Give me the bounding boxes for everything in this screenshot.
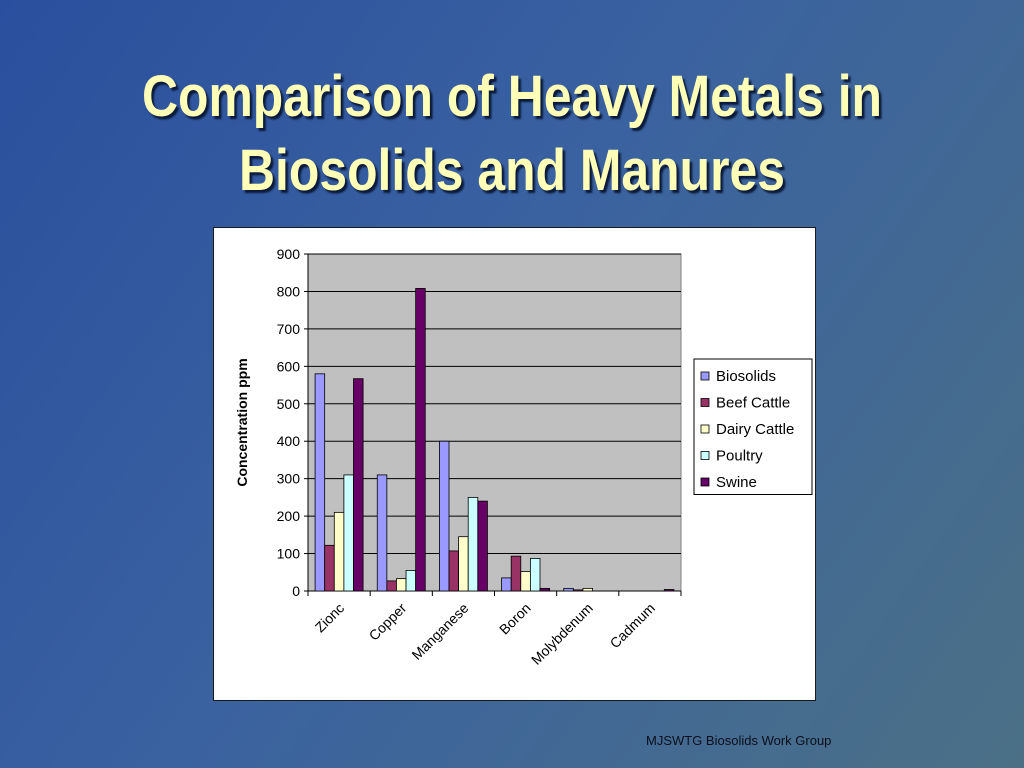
legend-box — [693, 358, 813, 495]
y-tick-label: 400 — [277, 433, 301, 449]
legend-label: Beef Cattle — [716, 395, 790, 412]
slide-title-line-1: Comparison of Heavy Metals in — [141, 64, 883, 129]
bar — [467, 496, 479, 592]
x-tick-label: Zionc — [312, 600, 348, 636]
bar — [439, 440, 450, 592]
bar — [563, 587, 574, 592]
bar — [396, 578, 407, 592]
x-tick-label: Copper — [366, 600, 410, 644]
bar — [529, 558, 541, 592]
legend-label: Dairy Cattle — [716, 421, 794, 438]
y-tick-label: 700 — [277, 321, 301, 337]
y-tick-label: 600 — [277, 358, 301, 374]
bar — [520, 571, 531, 592]
bar — [314, 373, 326, 592]
y-tick-label: 900 — [277, 246, 301, 262]
bar — [448, 550, 460, 592]
plot-area — [307, 253, 682, 592]
legend-swatch — [700, 451, 710, 460]
bar — [333, 511, 345, 592]
bar — [510, 555, 522, 592]
legend-swatch — [700, 424, 710, 434]
bar — [415, 288, 426, 592]
bar — [324, 544, 335, 592]
y-tick-label: 100 — [277, 546, 301, 562]
bar — [405, 570, 417, 592]
bar — [386, 580, 397, 592]
bar — [353, 378, 364, 592]
x-tick-label: Manganese — [408, 600, 471, 663]
bar — [582, 587, 593, 592]
legend-label: Biosolids — [716, 368, 776, 385]
bar — [539, 587, 550, 592]
x-tick-label: Cadmum — [607, 600, 658, 651]
bar — [663, 589, 675, 592]
bar — [458, 536, 469, 592]
x-tick-label: Molybdenum — [528, 600, 596, 668]
footer-credit: MJSWTG Biosolids Work Group — [646, 733, 832, 748]
x-tick-label: Boron — [496, 600, 534, 638]
legend-swatch — [700, 477, 710, 487]
chart-frame: 0 100 200 300 400 500 600 700 800 900 Zionc Copper M… — [213, 227, 816, 701]
bar — [477, 500, 488, 592]
y-tick-label: 200 — [277, 508, 301, 524]
bar — [572, 589, 584, 592]
y-tick-label: 300 — [277, 471, 301, 487]
bar — [501, 577, 512, 592]
legend-swatch — [700, 398, 710, 407]
y-tick-label: 0 — [292, 583, 300, 599]
bar — [376, 474, 388, 592]
bar — [343, 474, 354, 592]
legend-swatch — [700, 371, 710, 381]
slide-title-line-2: Biosolids and Manures — [238, 138, 785, 203]
y-tick-label: 500 — [277, 396, 301, 412]
y-axis-label: Concentration ppm — [234, 358, 250, 486]
legend-label: Poultry — [716, 448, 763, 465]
y-tick-label: 800 — [277, 283, 301, 299]
slide-title: Comparison of Heavy Metals in Biosolids … — [72, 60, 953, 208]
legend-label: Swine — [716, 474, 757, 491]
